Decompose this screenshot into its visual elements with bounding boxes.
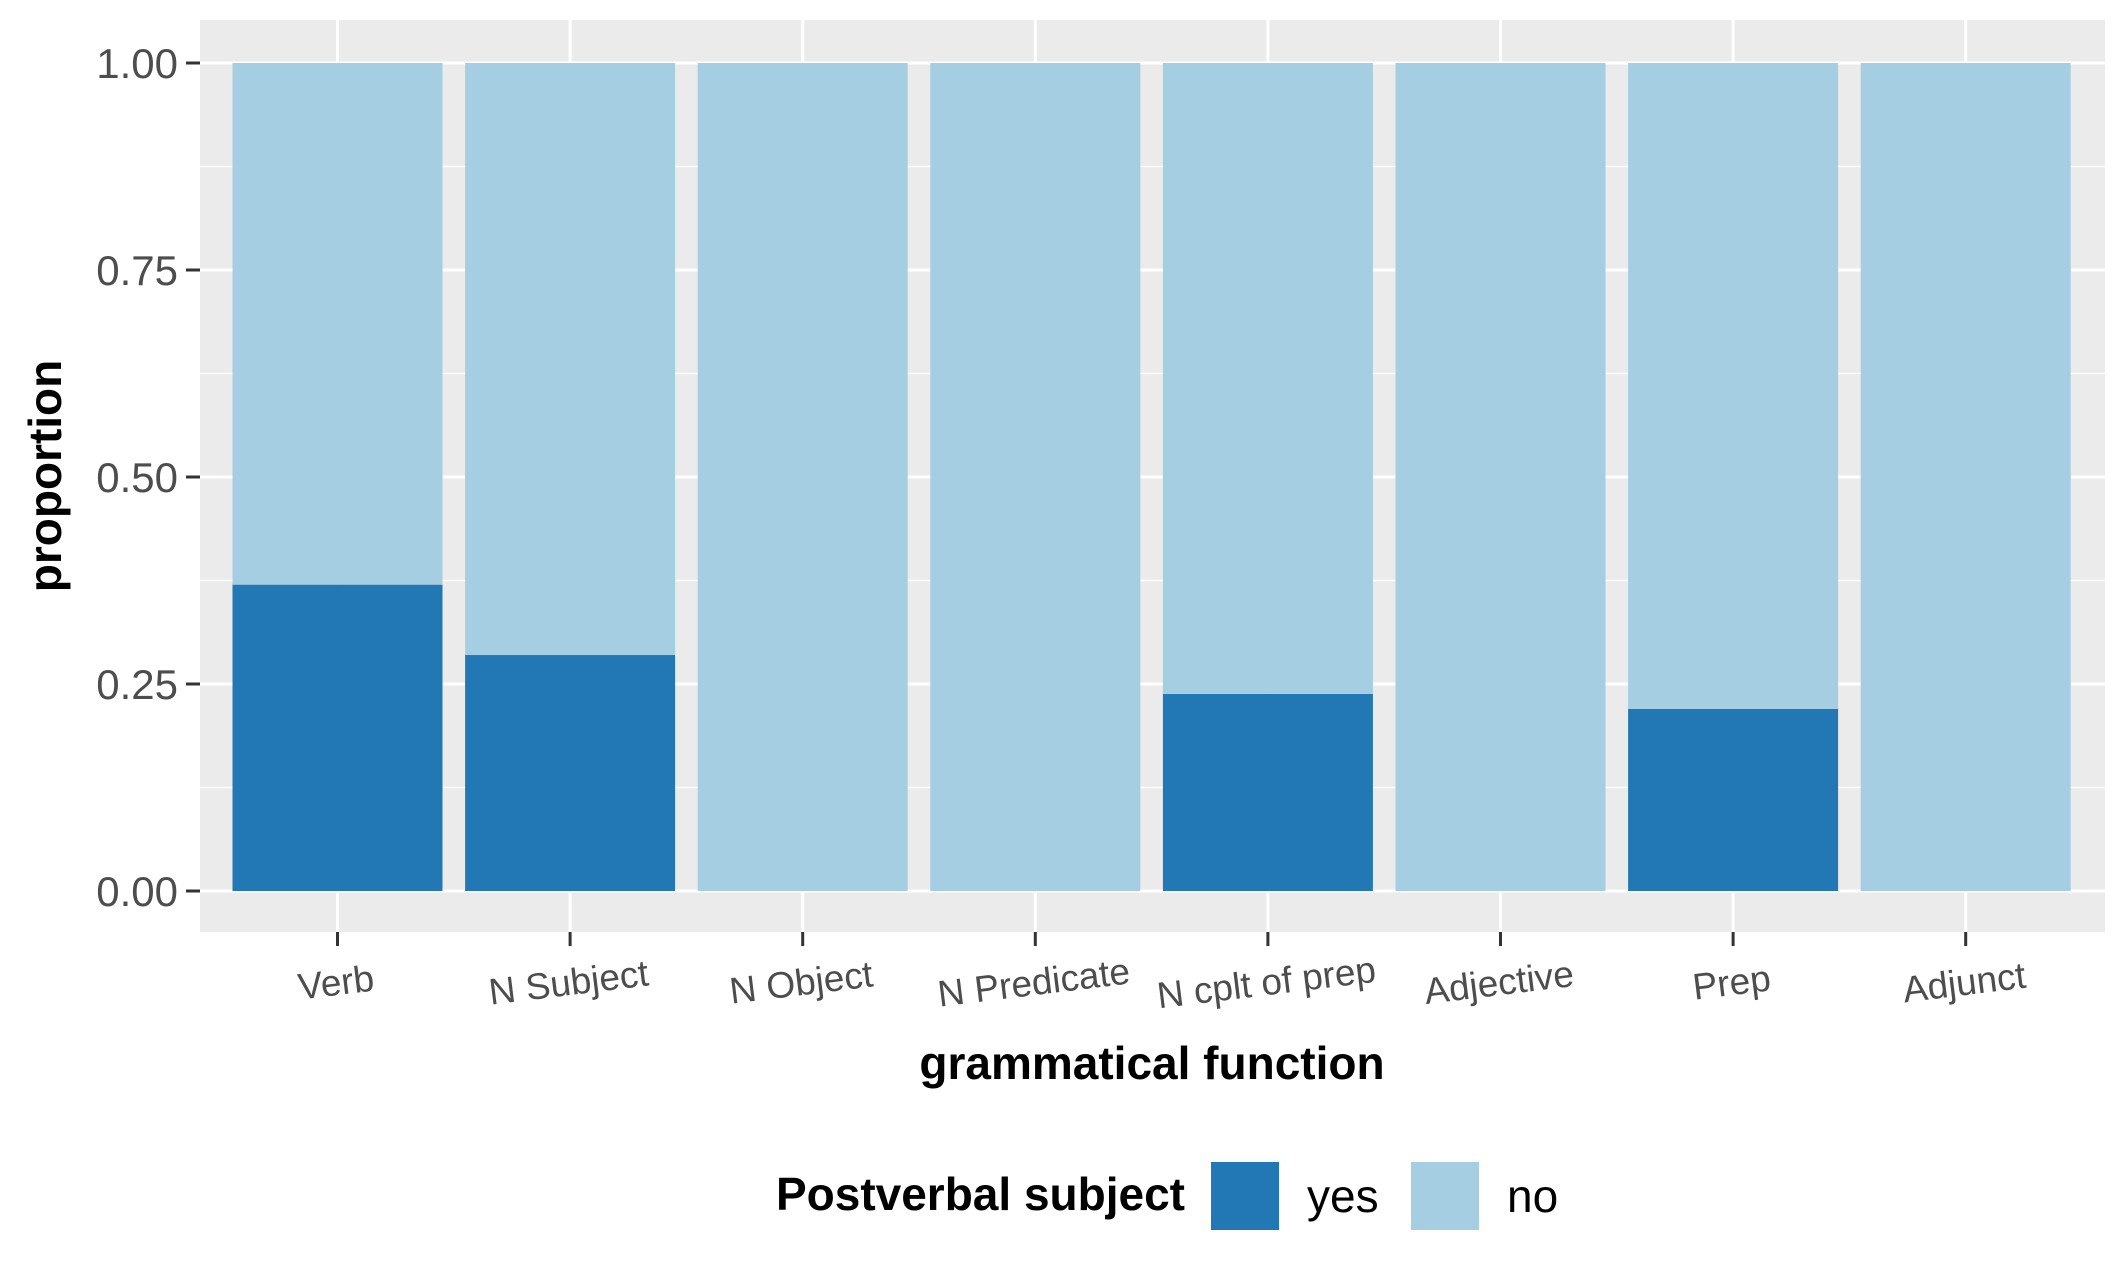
x-tick-label: N cplt of prep xyxy=(1155,949,1378,1017)
bar-no-adjunct xyxy=(1860,63,2071,891)
y-tick-label: 0.25 xyxy=(96,661,178,708)
bar-no-adjective xyxy=(1395,63,1606,891)
x-axis-title: grammatical function xyxy=(919,1037,1384,1089)
x-tick-label: N Subject xyxy=(486,952,651,1012)
bar-yes-verb xyxy=(232,584,443,891)
legend-swatch-yes xyxy=(1211,1162,1279,1230)
bar-no-prep xyxy=(1628,63,1839,709)
y-tick-label: 0.50 xyxy=(96,454,178,501)
y-axis-title: proportion xyxy=(19,360,71,593)
bar-no-n-predicate xyxy=(930,63,1141,891)
bar-no-verb xyxy=(232,63,443,585)
legend-title: Postverbal subject xyxy=(776,1168,1185,1220)
x-tick-label: Verb xyxy=(296,958,377,1008)
bar-yes-n-cplt-of-prep xyxy=(1162,693,1373,891)
x-tick-label: Prep xyxy=(1690,957,1773,1007)
bars xyxy=(232,63,2071,891)
y-axis: 0.00 0.25 0.50 0.75 1.00 xyxy=(96,40,200,915)
x-axis: Verb N Subject N Object N Predicate N cplt o… xyxy=(296,932,2029,1016)
y-tick-label: 1.00 xyxy=(96,40,178,87)
x-tick-label: Adjective xyxy=(1422,953,1576,1012)
x-tick-label: N Object xyxy=(727,953,876,1011)
legend-label-yes: yes xyxy=(1307,1170,1379,1222)
bar-no-n-cplt-of-prep xyxy=(1162,63,1373,694)
legend: Postverbal subject yes no xyxy=(776,1162,1558,1230)
y-tick-label: 0.00 xyxy=(96,868,178,915)
y-tick-label: 0.75 xyxy=(96,247,178,294)
legend-swatch-no xyxy=(1411,1162,1479,1230)
legend-label-no: no xyxy=(1507,1170,1558,1222)
x-tick-label: N Predicate xyxy=(935,950,1132,1014)
bar-yes-prep xyxy=(1628,708,1839,891)
bar-no-n-subject xyxy=(465,63,676,656)
x-tick-label: Adjunct xyxy=(1900,955,2028,1011)
bar-yes-n-subject xyxy=(465,655,676,891)
bar-no-n-object xyxy=(697,63,908,891)
